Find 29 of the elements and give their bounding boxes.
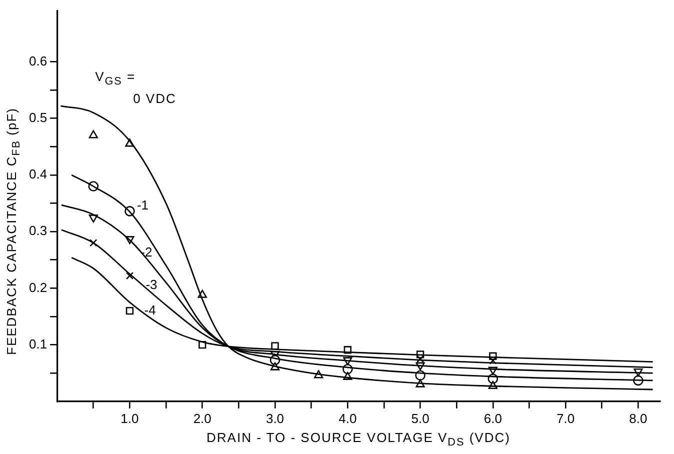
x-tick-label: 1.0	[120, 410, 139, 426]
point	[416, 355, 424, 363]
y-tick-label: 0.4	[28, 166, 48, 182]
x-tick-label: 5.0	[411, 410, 430, 426]
point	[271, 342, 279, 350]
point	[90, 239, 98, 247]
point	[88, 130, 98, 138]
x-tick-label: 2.0	[193, 410, 212, 426]
x-tick-label: 7.0	[556, 410, 575, 426]
line-series	[60, 105, 654, 390]
annotation: -1	[136, 198, 149, 213]
annotation: -2	[140, 244, 152, 260]
x-tick-label: 8.0	[629, 410, 648, 426]
x-axis-title: DRAIN - TO - SOURCE VOLTAGE V$_{DS}$ (VDC)	[206, 430, 510, 449]
y-tick-label: 0.6	[28, 53, 48, 68]
annotation: -3	[146, 276, 158, 292]
point	[126, 272, 134, 280]
y-tick-label: 0.5	[28, 110, 48, 125]
point	[126, 306, 134, 315]
point	[489, 356, 497, 364]
annotation: -4	[144, 302, 156, 318]
y-tick-label: 0.2	[28, 280, 48, 295]
y-tick-label: 0.3	[28, 223, 48, 238]
x-tick-label: 3.0	[266, 410, 284, 426]
y-tick-label: 0.1	[28, 336, 48, 352]
x-tick-label: 4.0	[338, 410, 357, 426]
x-tick-label: 6.0	[484, 410, 502, 426]
annotation: V$_{GS}$ =	[95, 68, 136, 88]
annotation: 0 VDC	[133, 90, 176, 106]
